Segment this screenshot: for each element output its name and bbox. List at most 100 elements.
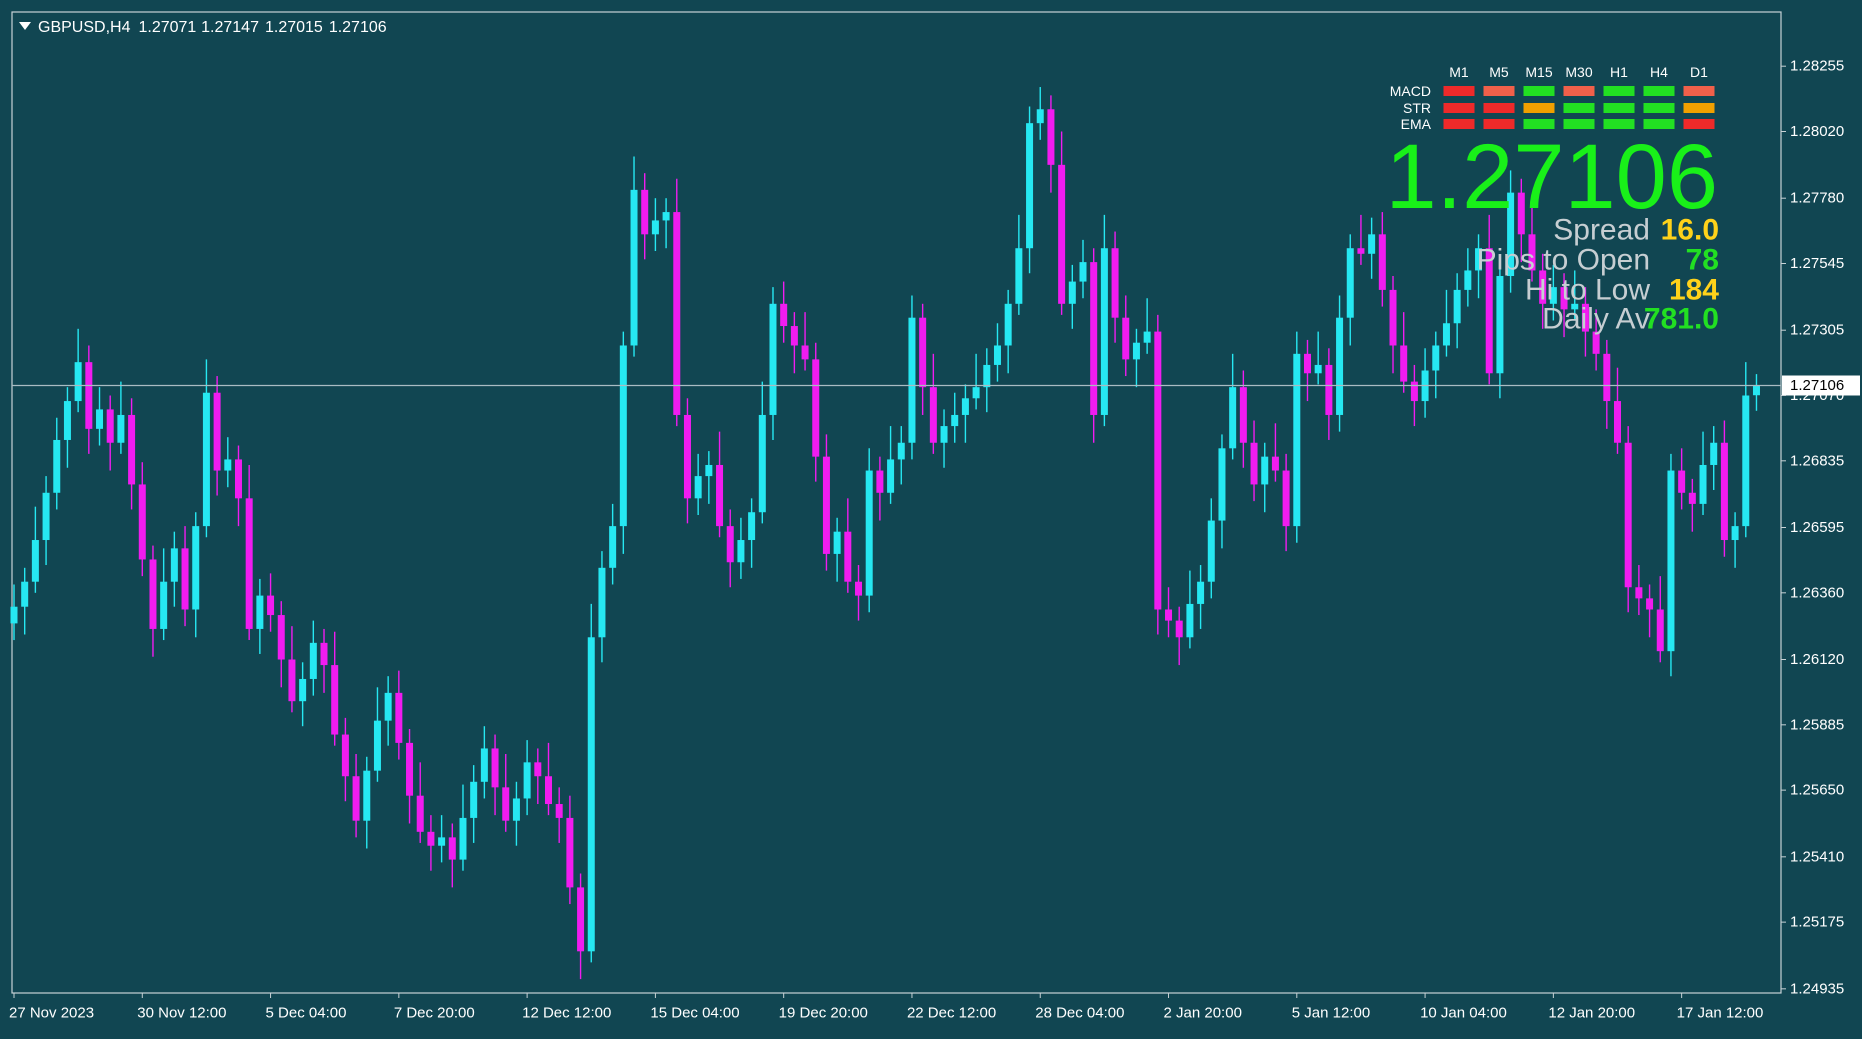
candle-body xyxy=(1218,448,1226,521)
open-price: 1.27071 xyxy=(138,19,196,36)
x-tick-label: 12 Dec 12:00 xyxy=(522,1005,611,1022)
candle-body xyxy=(993,345,1001,365)
candle-body xyxy=(1090,262,1098,415)
candle-body xyxy=(737,540,745,563)
candle-body xyxy=(1250,442,1258,485)
candle-body xyxy=(1261,456,1269,485)
candle-body xyxy=(1111,248,1119,318)
candle-body xyxy=(651,220,659,235)
candle-body xyxy=(480,748,488,782)
candle-body xyxy=(170,548,178,582)
candle-body xyxy=(587,637,595,952)
candle-body xyxy=(1485,248,1493,374)
candle-body xyxy=(908,317,916,443)
candle-body xyxy=(1122,317,1130,360)
candle-body xyxy=(1496,276,1504,374)
candle-body xyxy=(1336,317,1344,415)
candle-body xyxy=(961,398,969,415)
indicator-label: EMA xyxy=(1401,116,1432,132)
y-tick-label: 1.27305 xyxy=(1790,322,1844,339)
info-value: 78 xyxy=(1686,244,1719,277)
y-tick-label: 1.25885 xyxy=(1790,716,1844,733)
candle-body xyxy=(929,387,937,443)
candle-body xyxy=(780,303,788,327)
x-tick-label: 2 Jan 20:00 xyxy=(1164,1005,1242,1022)
signal-cell xyxy=(1483,119,1515,129)
signal-cell xyxy=(1603,119,1635,129)
candle-body xyxy=(812,359,820,457)
signal-cell xyxy=(1523,119,1555,129)
signal-cell xyxy=(1643,103,1675,113)
x-tick-label: 7 Dec 20:00 xyxy=(394,1005,475,1022)
candle-body xyxy=(716,464,724,527)
candle-body xyxy=(1026,123,1034,249)
x-tick-label: 17 Jan 12:00 xyxy=(1677,1005,1764,1022)
info-value: 16.0 xyxy=(1661,214,1719,247)
signal-cell xyxy=(1643,119,1675,129)
x-tick-label: 5 Jan 12:00 xyxy=(1292,1005,1370,1022)
candle-body xyxy=(245,498,253,629)
candle-body xyxy=(1207,520,1215,582)
info-label: Daily Av xyxy=(1542,303,1650,336)
candle-body xyxy=(42,492,50,541)
timeframe-label: M5 xyxy=(1489,64,1509,80)
info-label: Spread xyxy=(1553,214,1650,247)
candle-body xyxy=(309,642,317,679)
candle-body xyxy=(1667,470,1675,652)
signal-cell xyxy=(1523,103,1555,113)
candle-body xyxy=(1453,289,1461,324)
signal-cell xyxy=(1563,86,1595,96)
candle-body xyxy=(951,414,959,427)
candle-body xyxy=(395,692,403,743)
x-tick-label: 5 Dec 04:00 xyxy=(266,1005,347,1022)
y-tick-label: 1.25410 xyxy=(1790,848,1844,865)
high-price: 1.27147 xyxy=(201,19,259,36)
candle-body xyxy=(1357,248,1365,254)
candle-body xyxy=(512,798,520,821)
candle-body xyxy=(267,595,275,616)
candle-body xyxy=(726,526,734,563)
y-tick-label: 1.26120 xyxy=(1790,651,1844,668)
signal-cell xyxy=(1683,103,1715,113)
candle-body xyxy=(919,317,927,388)
candle-body xyxy=(1507,192,1515,277)
candle-body xyxy=(1100,248,1108,415)
candle-body xyxy=(256,595,264,629)
candle-body xyxy=(438,837,446,846)
candle-body xyxy=(1635,587,1643,599)
signal-cell xyxy=(1483,86,1515,96)
y-tick-label: 1.25650 xyxy=(1790,782,1844,799)
candle-body xyxy=(1175,620,1183,638)
y-tick-label: 1.26360 xyxy=(1790,584,1844,601)
candle-body xyxy=(213,392,221,471)
candle-body xyxy=(1314,364,1322,374)
symbol-menu-arrow[interactable] xyxy=(19,22,31,30)
candle-body xyxy=(128,414,136,485)
candle-body xyxy=(1624,442,1632,588)
candle-body xyxy=(940,426,948,443)
candle-body xyxy=(566,817,574,888)
candle-body xyxy=(31,540,39,582)
candle-body xyxy=(1143,331,1151,343)
info-label: Pips to Open xyxy=(1477,244,1650,277)
plot-frame xyxy=(11,11,1782,994)
candle-body xyxy=(491,748,499,788)
candle-body xyxy=(534,762,542,777)
candle-body xyxy=(363,770,371,821)
x-tick-label: 22 Dec 12:00 xyxy=(907,1005,996,1022)
signal-cell xyxy=(1563,119,1595,129)
candle-body xyxy=(160,581,168,629)
candle-body xyxy=(1036,109,1044,124)
candle-body xyxy=(277,615,285,660)
symbol: GBPUSD,H4 xyxy=(38,19,131,36)
candle-body xyxy=(822,456,830,554)
candle-body xyxy=(705,464,713,477)
candle-body xyxy=(1539,270,1547,304)
candle-body xyxy=(1614,401,1621,443)
candle-body xyxy=(1378,234,1386,290)
candle-body xyxy=(96,409,104,429)
info-value: 781.0 xyxy=(1644,303,1719,336)
candle-body xyxy=(1528,234,1536,271)
